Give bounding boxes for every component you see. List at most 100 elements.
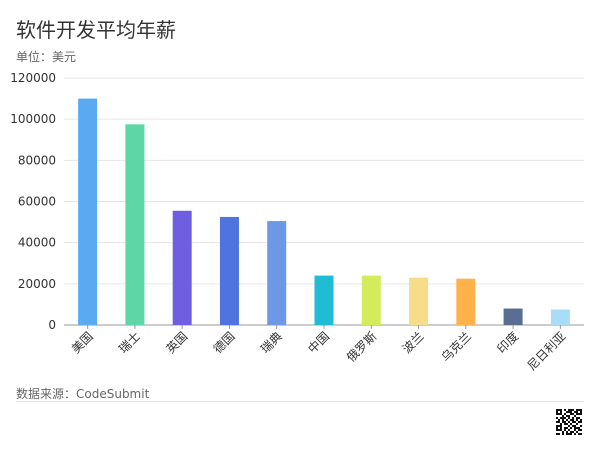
qr-module — [572, 413, 574, 415]
qr-module — [578, 413, 580, 415]
qr-module — [578, 417, 580, 419]
qr-module — [564, 413, 566, 415]
y-tick-label: 60000 — [18, 195, 56, 209]
bar-英国 — [172, 210, 192, 325]
qr-module — [562, 417, 564, 419]
qr-module — [560, 423, 562, 425]
qr-module — [566, 411, 568, 413]
qr-module — [556, 433, 558, 435]
qr-module — [564, 427, 566, 429]
qr-module — [558, 413, 560, 415]
x-tick-label: 瑞士 — [116, 329, 143, 356]
qr-module — [566, 427, 568, 429]
qr-module — [570, 423, 572, 425]
x-tick-label: 瑞典 — [258, 329, 285, 356]
qr-module — [564, 409, 566, 411]
qr-module — [570, 431, 572, 433]
qr-module — [572, 425, 574, 427]
qr-module — [560, 429, 562, 431]
qr-module — [574, 429, 576, 431]
qr-module — [566, 419, 568, 421]
unit-label: 单位：美元 — [16, 50, 77, 64]
qr-module — [574, 425, 576, 427]
qr-module — [558, 409, 560, 411]
qr-module — [562, 419, 564, 421]
qr-module — [570, 411, 572, 413]
qr-module — [556, 411, 558, 413]
bar-瑞典 — [267, 221, 287, 325]
qr-module — [566, 431, 568, 433]
qr-module — [568, 415, 570, 417]
x-tick-label: 俄罗斯 — [344, 329, 379, 364]
qr-module — [576, 411, 578, 413]
qr-module — [580, 413, 582, 415]
qr-module — [566, 415, 568, 417]
qr-module — [560, 413, 562, 415]
qr-module — [558, 421, 560, 423]
qr-module — [578, 409, 580, 411]
qr-module — [568, 421, 570, 423]
x-tick-label: 美国 — [69, 329, 96, 356]
qr-module — [570, 427, 572, 429]
data-source: 数据来源：CodeSubmit — [16, 387, 150, 401]
qr-module — [568, 433, 570, 435]
qr-module — [576, 431, 578, 433]
qr-module — [560, 425, 562, 427]
qr-module — [580, 419, 582, 421]
y-tick-label: 80000 — [18, 153, 56, 167]
qr-module — [562, 433, 564, 435]
qr-module — [572, 419, 574, 421]
qr-module — [576, 423, 578, 425]
x-tick-label: 中国 — [305, 329, 333, 357]
qr-module — [576, 419, 578, 421]
footer-divider — [16, 401, 584, 402]
qr-module — [568, 417, 570, 419]
qr-module — [570, 419, 572, 421]
qr-module — [574, 415, 576, 417]
qr-module — [576, 413, 578, 415]
qr-module — [568, 409, 570, 411]
bar-德国 — [219, 216, 239, 325]
bar-瑞士 — [125, 124, 145, 325]
qr-module — [560, 409, 562, 411]
qr-module — [564, 429, 566, 431]
qr-module — [576, 427, 578, 429]
qr-module — [560, 417, 562, 419]
qr-module — [562, 431, 564, 433]
x-tick-label: 尼日利亚 — [525, 329, 569, 373]
qr-module — [578, 433, 580, 435]
qr-module — [570, 409, 572, 411]
qr-module — [560, 427, 562, 429]
qr-module — [574, 421, 576, 423]
qr-module — [556, 409, 558, 411]
qr-module — [580, 409, 582, 411]
qr-module — [564, 423, 566, 425]
qr-module — [558, 419, 560, 421]
qr-module — [574, 433, 576, 435]
qr-module — [570, 413, 572, 415]
qr-module — [574, 411, 576, 413]
qr-module — [560, 411, 562, 413]
qr-module — [558, 429, 560, 431]
bar-波兰 — [409, 277, 429, 325]
x-tick-label: 波兰 — [400, 329, 427, 356]
qr-module — [580, 411, 582, 413]
qr-module — [562, 415, 564, 417]
qr-module — [572, 409, 574, 411]
qr-module — [576, 409, 578, 411]
qr-module — [580, 429, 582, 431]
x-tick-label: 德国 — [210, 329, 238, 357]
qr-module — [576, 417, 578, 419]
bar-俄罗斯 — [361, 275, 381, 325]
qr-module — [578, 429, 580, 431]
bar-美国 — [78, 98, 98, 325]
x-tick-label: 英国 — [163, 329, 190, 356]
x-tick-label: 乌克兰 — [438, 329, 474, 365]
qr-module — [580, 421, 582, 423]
qr-module — [568, 411, 570, 413]
y-tick-label: 120000 — [10, 71, 56, 85]
x-tick-label: 印度 — [494, 329, 522, 357]
qr-module — [578, 427, 580, 429]
qr-module — [572, 417, 574, 419]
